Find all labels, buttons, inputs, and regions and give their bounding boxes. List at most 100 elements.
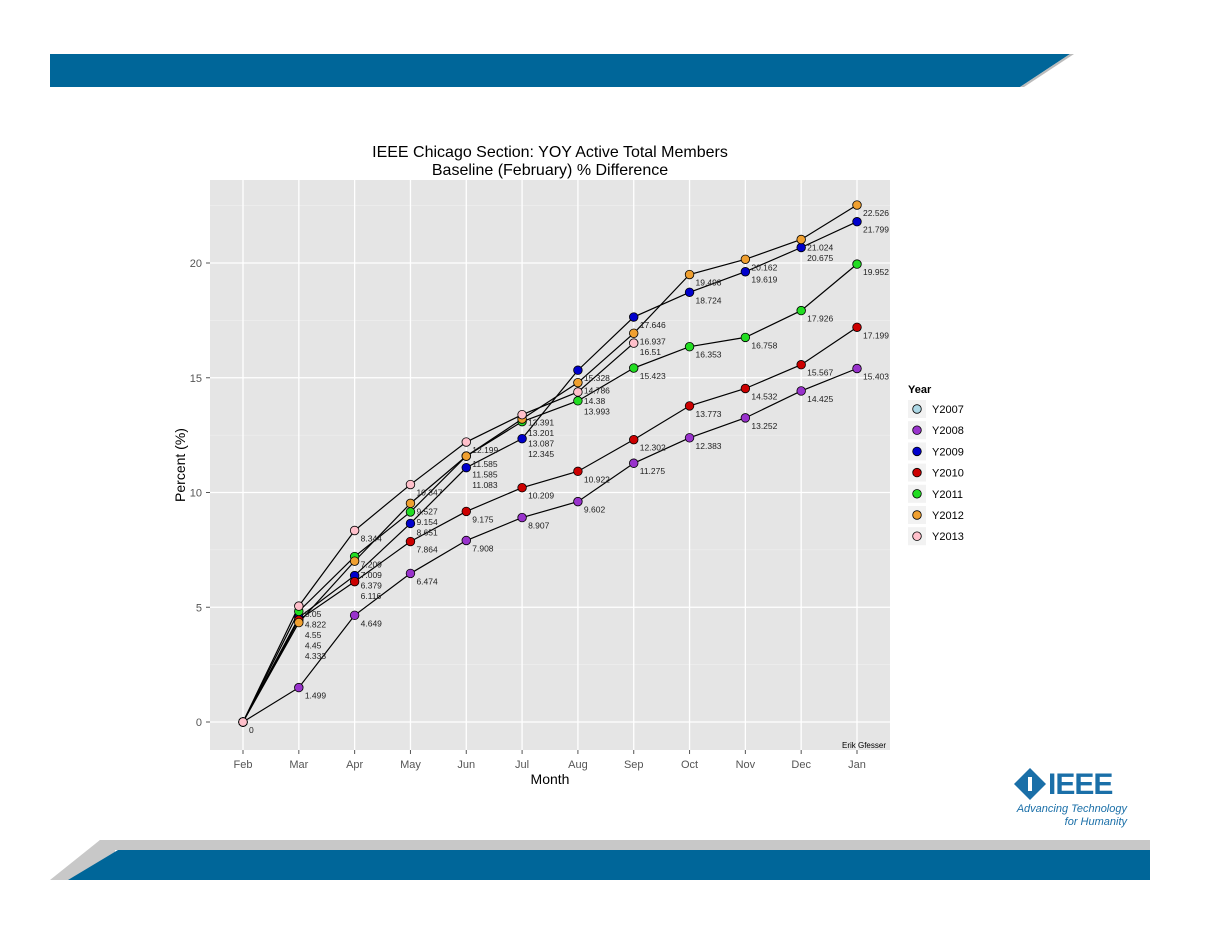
x-tick-label: May [400, 759, 421, 771]
data-label-y2009: 11.083 [472, 480, 498, 490]
x-tick-label: Sep [624, 759, 644, 771]
data-point-y2012 [405, 498, 416, 509]
data-label-y2013: 0 [249, 725, 254, 735]
data-label-y2009: 8.651 [416, 527, 438, 537]
data-label-y2012: 9.527 [416, 506, 438, 516]
x-tick-label: Oct [681, 759, 698, 771]
data-point-y2012 [461, 451, 471, 461]
data-point-y2008 [852, 363, 862, 374]
data-label-y2013: 14.38 [584, 396, 606, 406]
data-label-y2010: 9.175 [472, 514, 494, 524]
top-banner-shadow [1020, 54, 1074, 87]
legend-label-y2009: Y2009 [932, 446, 964, 458]
data-point-y2008 [349, 610, 360, 621]
data-label-y2009: 4.55 [305, 630, 322, 640]
data-label-y2008: 7.908 [472, 544, 494, 554]
data-point-y2010 [796, 360, 806, 370]
data-label-y2011: 19.952 [863, 267, 889, 277]
legend-title: Year [908, 384, 932, 396]
data-point-y2008 [629, 458, 639, 468]
data-label-y2012: 14.786 [584, 386, 610, 396]
legend-label-y2012: Y2012 [932, 510, 964, 522]
data-label-y2010: 14.532 [751, 391, 777, 401]
series-line-y2013 [242, 342, 635, 723]
data-label-y2011: 15.423 [640, 371, 666, 381]
legend-label-y2010: Y2010 [932, 468, 964, 480]
x-tick-label: Jun [457, 759, 475, 771]
data-point-y2012 [740, 254, 751, 264]
data-label-y2008: 8.907 [528, 521, 550, 531]
data-point-y2009 [573, 365, 583, 375]
data-point-y2011 [629, 363, 639, 373]
chart-annotation: Erik Gfesser [842, 741, 886, 750]
data-label-y2013: 8.344 [361, 534, 383, 544]
data-label-y2013: 5.05 [305, 609, 322, 619]
y-tick-label: 10 [190, 488, 202, 500]
data-point-y2008 [573, 496, 583, 507]
legend: Y2007 Y2008 Y2009 Y2010 Y2011 Y2012 Y2013 [908, 400, 964, 546]
data-point-y2009 [517, 433, 527, 444]
data-label-y2010: 7.864 [416, 545, 438, 555]
legend-marker-y2010 [912, 467, 922, 478]
data-label-y2011: 13.087 [528, 439, 554, 449]
data-point-y2009 [684, 287, 695, 297]
tagline-line-1: Advancing Technology [1016, 803, 1127, 815]
data-label-y2012: 20.162 [751, 262, 777, 272]
ieee-logo-word: IEEE [1048, 768, 1113, 801]
data-label-y2009: 6.379 [361, 581, 383, 591]
data-label-y2012: 7.009 [361, 570, 383, 580]
y-tick-label: 5 [196, 602, 202, 614]
data-point-y2013 [349, 525, 360, 536]
legend-marker-y2007 [912, 404, 922, 414]
data-label-y2011: 16.353 [696, 350, 722, 360]
data-point-y2011 [740, 332, 751, 343]
data-label-y2011: 16.758 [751, 340, 777, 350]
data-label-y2010: 10.922 [584, 474, 610, 484]
data-label-y2011: 7.209 [361, 560, 383, 570]
data-label-y2008: 11.275 [640, 466, 666, 476]
data-point-y2013 [238, 717, 248, 727]
data-label-y2013: 10.347 [416, 488, 442, 498]
legend-label-y2013: Y2013 [932, 531, 964, 543]
data-label-y2010: 12.302 [640, 443, 666, 453]
legend-marker-y2011 [912, 489, 922, 499]
data-label-y2012: 16.937 [640, 336, 666, 346]
data-label-y2011: 17.926 [807, 314, 833, 324]
data-label-y2009: 12.345 [528, 449, 554, 459]
data-label-y2012: 11.585 [472, 470, 498, 480]
data-label-y2008: 12.383 [696, 441, 722, 451]
data-point-y2009 [629, 312, 639, 322]
data-point-y2011 [573, 396, 583, 406]
data-point-y2008 [740, 413, 751, 423]
y-tick-label: 15 [190, 373, 202, 385]
data-point-y2010 [349, 576, 360, 587]
data-label-y2010: 15.567 [807, 368, 833, 378]
data-label-y2013: 13.391 [528, 418, 554, 428]
x-tick-label: Nov [736, 759, 756, 771]
data-point-y2012 [796, 234, 806, 245]
legend-label-y2008: Y2008 [932, 425, 964, 437]
data-label-y2011: 11.585 [472, 459, 498, 469]
top-banner [50, 54, 1070, 87]
legend-marker-y2013 [912, 531, 922, 541]
x-tick-label: Mar [289, 759, 308, 771]
data-point-y2009 [461, 462, 471, 473]
data-point-y2008 [796, 386, 806, 396]
chart-title: IEEE Chicago Section: YOY Active Total M… [372, 144, 728, 161]
x-tick-label: Feb [234, 759, 253, 771]
x-tick-label: Jan [848, 759, 866, 771]
data-point-y2010 [629, 434, 639, 445]
data-point-y2012 [684, 269, 695, 280]
data-point-y2008 [684, 433, 695, 443]
data-point-y2012 [629, 328, 639, 338]
data-point-y2013 [294, 601, 304, 611]
series-line-y2012 [242, 204, 858, 723]
x-tick-label: Aug [568, 759, 588, 771]
data-label-y2010: 13.773 [696, 409, 722, 419]
y-tick-label: 0 [196, 717, 202, 729]
data-point-y2010 [573, 466, 583, 477]
data-label-y2009: 20.675 [807, 253, 833, 263]
data-label-y2008: 4.649 [361, 618, 383, 628]
data-point-y2013 [573, 387, 583, 397]
